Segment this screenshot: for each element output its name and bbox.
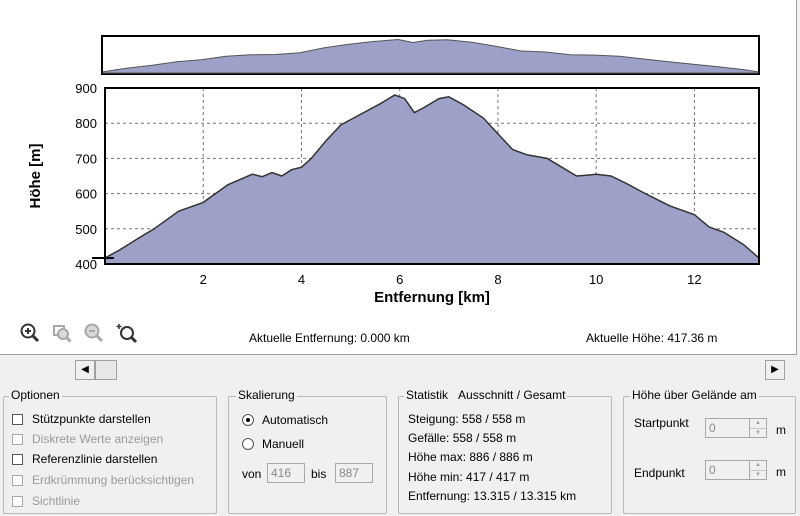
checkbox-icon[interactable] xyxy=(12,453,23,465)
y-tick-labels: 400 500 600 700 800 900 xyxy=(75,81,97,272)
end-point-field[interactable]: 0 xyxy=(705,460,751,480)
terrain-height-group xyxy=(623,396,796,514)
x-tick-label: 10 xyxy=(589,272,603,287)
checkbox-icon[interactable] xyxy=(12,433,23,445)
scaling-to-label: bis xyxy=(311,467,327,481)
scaling-to-field[interactable]: 887 xyxy=(335,463,373,483)
scaling-from-field[interactable]: 416 xyxy=(267,463,305,483)
y-tick-label: 500 xyxy=(75,222,97,237)
option-label: Sichtlinie xyxy=(32,494,81,508)
scaling-manual-radio[interactable]: Manuell xyxy=(242,437,304,451)
profile-line xyxy=(104,94,760,259)
profile-area xyxy=(105,95,759,264)
option-reference-line[interactable]: Referenzlinie darstellen xyxy=(12,450,157,468)
scaling-manual-label: Manuell xyxy=(262,437,305,451)
y-tick-label: 600 xyxy=(75,187,97,202)
scroll-thumb[interactable] xyxy=(95,360,117,380)
scaling-group-title: Skalierung xyxy=(236,388,297,402)
option-support-points[interactable]: Stützpunkte darstellen xyxy=(12,410,151,428)
stat-height-min: Höhe min: 417 / 417 m xyxy=(408,470,530,484)
start-point-field[interactable]: 0 xyxy=(705,418,751,438)
option-label: Erdkrümmung berücksichtigen xyxy=(32,473,195,487)
start-point-label: Startpunkt xyxy=(634,416,689,430)
end-point-spinner[interactable]: ▲ ▼ xyxy=(749,460,767,480)
zoom-out-icon[interactable] xyxy=(83,322,105,344)
spin-up-icon[interactable]: ▲ xyxy=(750,461,766,471)
scaling-from-label: von xyxy=(242,467,262,481)
scaling-group xyxy=(228,396,387,514)
scaling-auto-label: Automatisch xyxy=(262,413,329,427)
option-label: Diskrete Werte anzeigen xyxy=(32,432,164,446)
options-group-title: Optionen xyxy=(9,388,62,402)
start-point-spinner[interactable]: ▲ ▼ xyxy=(749,418,767,438)
scroll-right-arrow-icon[interactable]: ▶ xyxy=(765,360,785,380)
terrain-height-group-title: Höhe über Gelände am xyxy=(630,388,759,402)
spin-down-icon[interactable]: ▼ xyxy=(755,472,761,478)
profile-chart-area: 400 500 600 700 800 900 2 4 6 8 10 12 Entfernung [… xyxy=(0,0,797,355)
radio-icon[interactable] xyxy=(242,438,254,450)
overview-panel[interactable] xyxy=(101,35,760,75)
current-height-readout: Aktuelle Höhe: 417.36 m xyxy=(586,331,718,345)
stat-distance: Entfernung: 13.315 / 13.315 km xyxy=(408,489,577,503)
plot-frame xyxy=(104,87,760,265)
spin-up-icon[interactable]: ▲ xyxy=(750,419,766,429)
end-point-unit: m xyxy=(776,465,786,479)
scroll-left-arrow-icon[interactable]: ◀ xyxy=(75,360,95,380)
stat-ascent: Steigung: 558 / 558 m xyxy=(408,412,526,426)
x-tick-label: 2 xyxy=(200,272,207,287)
x-tick-label: 12 xyxy=(687,272,701,287)
statistics-subtitle: Ausschnitt / Gesamt xyxy=(458,388,566,402)
y-tick-label: 400 xyxy=(75,257,97,272)
overview-profile-area xyxy=(102,38,759,74)
option-label: Stützpunkte darstellen xyxy=(32,412,151,426)
option-earth-curvature[interactable]: Erdkrümmung berücksichtigen xyxy=(12,471,194,489)
statistics-title: Statistik xyxy=(406,388,449,402)
zoom-fit-icon[interactable] xyxy=(116,322,138,344)
x-tick-labels: 2 4 6 8 10 12 xyxy=(200,272,702,287)
x-tick-label: 8 xyxy=(494,272,501,287)
x-axis-label: Entfernung [km] xyxy=(374,289,490,306)
stat-height-max: Höhe max: 886 / 886 m xyxy=(408,450,533,464)
option-discrete-values[interactable]: Diskrete Werte anzeigen xyxy=(12,430,163,448)
horizontal-scrollbar[interactable]: ◀ ▶ xyxy=(75,360,785,380)
stat-descent: Gefälle: 558 / 558 m xyxy=(408,431,517,445)
y-tick-label: 800 xyxy=(75,116,97,131)
x-tick-label: 6 xyxy=(396,272,403,287)
y-axis-label: Höhe [m] xyxy=(27,144,44,209)
y-tick-label: 700 xyxy=(75,151,97,166)
checkbox-icon[interactable] xyxy=(12,474,23,486)
zoom-in-icon[interactable] xyxy=(19,322,41,344)
zoom-region-icon[interactable] xyxy=(51,322,73,344)
option-line-of-sight[interactable]: Sichtlinie xyxy=(12,492,80,510)
y-tick-label: 900 xyxy=(75,81,97,96)
end-point-label: Endpunkt xyxy=(634,466,685,480)
statistics-group-title: Statistik Ausschnitt / Gesamt xyxy=(404,388,568,402)
x-tick-label: 4 xyxy=(298,272,305,287)
start-point-unit: m xyxy=(776,423,786,437)
options-group xyxy=(3,396,217,514)
checkbox-icon[interactable] xyxy=(12,413,23,425)
radio-checked-icon[interactable] xyxy=(242,414,254,426)
checkbox-icon[interactable] xyxy=(12,495,23,507)
elevation-profile-chart[interactable]: 400 500 600 700 800 900 2 4 6 8 10 12 Entfernung [… xyxy=(0,0,796,354)
scaling-auto-radio[interactable]: Automatisch xyxy=(242,413,328,427)
main-profile-panel[interactable]: 400 500 600 700 800 900 2 4 6 8 10 12 Entfernung [… xyxy=(27,81,760,306)
current-distance-readout: Aktuelle Entfernung: 0.000 km xyxy=(249,331,410,345)
spin-down-icon[interactable]: ▼ xyxy=(755,430,761,436)
option-label: Referenzlinie darstellen xyxy=(32,452,158,466)
